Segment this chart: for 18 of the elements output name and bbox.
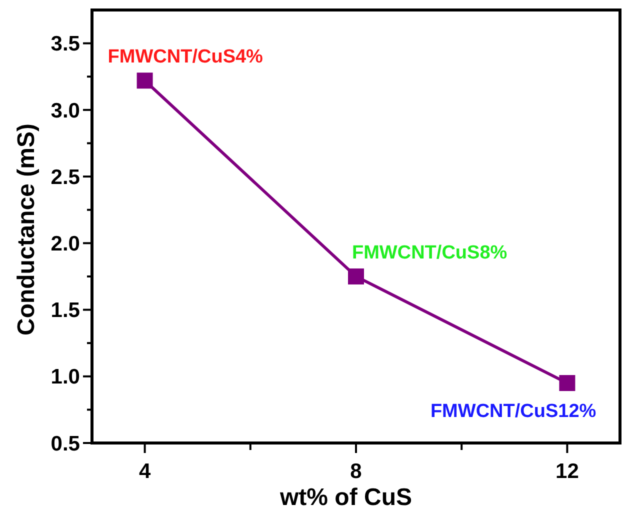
y-tick-label: 3.5 [50,32,80,56]
annotation: FMWCNT/CuS4% [108,46,264,68]
point [136,72,153,89]
y-tick-label: 1.0 [50,366,80,389]
x-tick-label: 8 [350,460,362,483]
annotation: FMWCNT/CuS12% [430,401,596,422]
x-tick-label: 12 [556,460,579,483]
x-axis-title: wt% of CuS [279,484,412,511]
y-tick-label: 2.5 [50,166,80,189]
point [559,375,576,392]
annotation: FMWCNT/CuS8% [352,242,508,264]
x-tick-label: 4 [138,460,151,483]
y-tick-label: 1.5 [50,299,80,322]
y-axis-title: Conductance (mS) [13,123,40,336]
y-tick-label: 2.0 [50,232,80,256]
y-tick-label: 0.5 [50,432,80,456]
point [348,268,364,284]
y-tick-label: 3.0 [50,99,80,122]
